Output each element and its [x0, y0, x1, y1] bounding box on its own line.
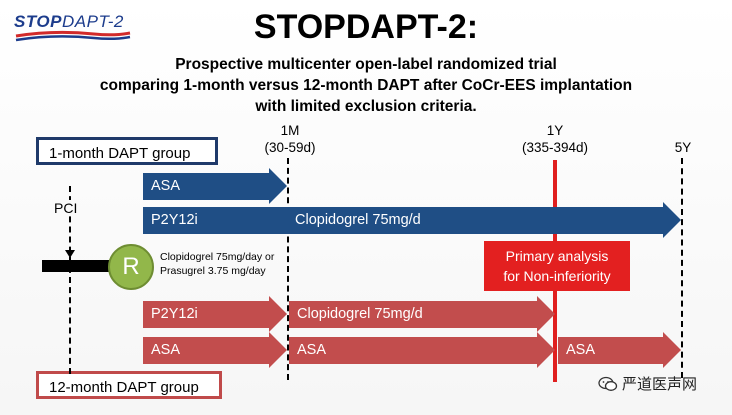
enrollment-bar — [42, 260, 112, 272]
red-asa-label-2: ASA — [297, 342, 327, 358]
watermark: 严道医声网 — [598, 373, 697, 394]
red-asa-label-3: ASA — [566, 342, 596, 358]
tick-1y-range: (335-394d) — [521, 140, 589, 155]
randomization-note-line-2: Prasugrel 3.75 mg/day — [160, 265, 266, 277]
logo-swoosh-icon — [15, 30, 131, 42]
stopdapt2-logo: STOPDAPT-2 — [14, 10, 134, 44]
tick-5y: 5Y — [674, 140, 692, 155]
blue-p2y12i-label: P2Y12i — [151, 212, 198, 228]
divider-1m — [287, 158, 289, 380]
tick-1y: 1Y (335-394d) — [513, 122, 597, 156]
tick-1y-label: 1Y — [546, 123, 564, 138]
primary-analysis-box: Primary analysis for Non-inferiority — [484, 241, 630, 291]
pci-label: PCI — [52, 200, 80, 216]
red-asa-arrow-1: ASA — [143, 332, 287, 368]
pci-arrow-icon — [65, 250, 75, 258]
one-month-group-label: 1-month DAPT group — [36, 137, 218, 165]
primary-analysis-line-1: Primary analysis — [505, 248, 609, 264]
randomization-note: Clopidogrel 75mg/day or Prasugrel 3.75 m… — [160, 250, 274, 278]
red-asa-arrow-2: ASA — [289, 332, 555, 368]
red-asa-arrow-3: ASA — [558, 332, 681, 368]
tick-1m-label: 1M — [280, 123, 300, 138]
subtitle-line-2: comparing 1-month versus 12-month DAPT a… — [99, 77, 633, 94]
twelve-month-group-label: 12-month DAPT group — [36, 371, 222, 399]
blue-asa-arrow: ASA — [143, 168, 287, 204]
randomization-note-line-1: Clopidogrel 75mg/day or — [160, 251, 275, 263]
primary-analysis-line-2: for Non-inferiority — [503, 268, 611, 284]
red-clopidogrel-label: Clopidogrel 75mg/d — [297, 306, 423, 322]
subtitle-line-3: with limited exclusion criteria. — [255, 98, 477, 115]
blue-asa-label: ASA — [151, 178, 181, 194]
logo-dapt-text: DAPT-2 — [61, 12, 124, 31]
page-title: STOPDAPT-2: — [253, 8, 479, 46]
wechat-icon — [598, 376, 618, 391]
subtitle-line-1: Prospective multicenter open-label rando… — [175, 56, 557, 73]
red-p2y12i-label: P2Y12i — [151, 306, 198, 322]
red-clopidogrel-arrow: Clopidogrel 75mg/d — [289, 296, 555, 332]
logo-stop-text: STOP — [14, 12, 62, 31]
tick-1m-range: (30-59d) — [264, 140, 316, 155]
watermark-text: 严道医声网 — [622, 376, 698, 393]
randomization-icon: R — [108, 244, 154, 290]
divider-5y — [681, 158, 683, 378]
subtitle: Prospective multicenter open-label rando… — [0, 54, 732, 117]
blue-clopidogrel-label: Clopidogrel 75mg/d — [295, 212, 421, 228]
red-asa-label-1: ASA — [151, 342, 181, 358]
red-p2y12i-arrow: P2Y12i — [143, 296, 287, 332]
tick-1m: 1M (30-59d) — [262, 122, 318, 156]
blue-p2y12i-arrow: P2Y12i Clopidogrel 75mg/d — [143, 202, 681, 238]
pci-timeline — [69, 186, 71, 374]
